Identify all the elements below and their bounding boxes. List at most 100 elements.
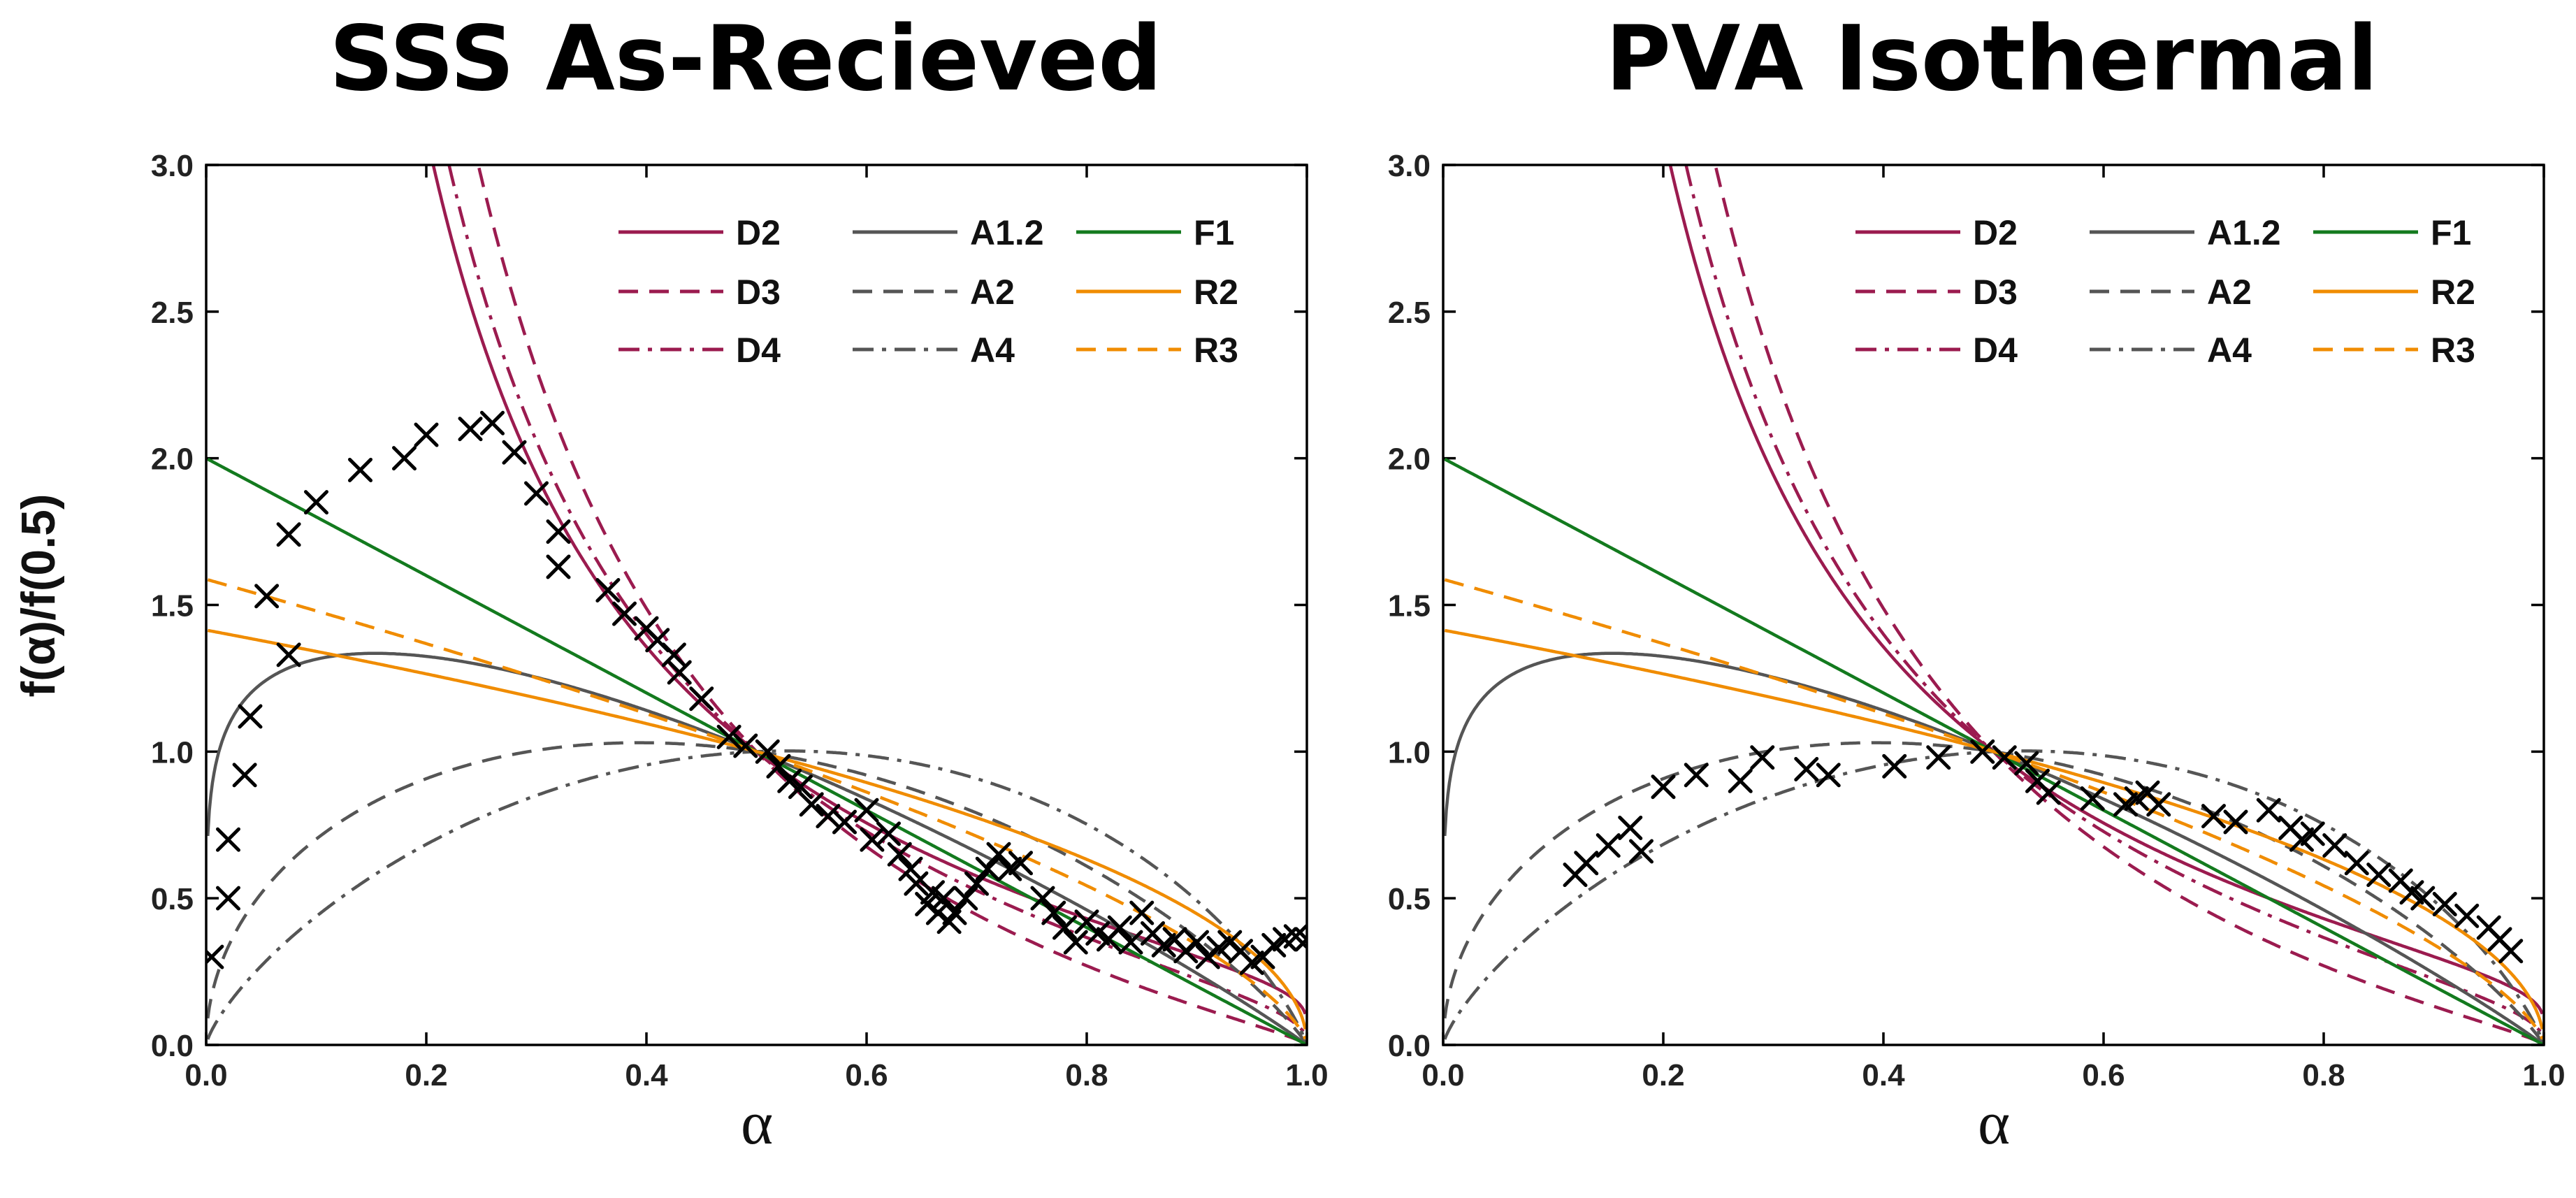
x-tick-label: 0.8 — [1065, 1058, 1108, 1092]
data-point — [276, 522, 301, 547]
data-point — [689, 686, 714, 712]
data-point — [1574, 851, 1599, 876]
data-point — [1030, 886, 1055, 911]
data-point — [1970, 739, 1995, 764]
series-line-a2 — [1443, 741, 2544, 1044]
data-point — [1618, 815, 1643, 840]
data-point — [595, 578, 621, 603]
y-axis-label: f(α)/f(0.5) — [12, 493, 65, 697]
data-point — [304, 490, 328, 515]
series-line-a4 — [1443, 749, 2544, 1041]
series-line-d2 — [431, 165, 1307, 1015]
data-point — [766, 753, 791, 779]
legend-label-f1: F1 — [1194, 213, 1234, 252]
data-point — [502, 440, 527, 465]
y-tick-label: 0.0 — [1388, 1029, 1431, 1063]
data-point — [942, 900, 967, 925]
experimental-points — [1563, 739, 2524, 964]
legend-label-r3: R3 — [2431, 331, 2475, 370]
legend-label-r2: R2 — [2431, 273, 2475, 312]
legend-label-r3: R3 — [1194, 331, 1238, 370]
plot-frame — [1442, 164, 2545, 1046]
legend-label-d4: D4 — [1973, 331, 2018, 370]
data-point — [2432, 892, 2457, 917]
series-line-a4 — [206, 749, 1307, 1041]
data-point — [2410, 886, 2436, 911]
data-point — [2113, 792, 2138, 817]
data-point — [799, 792, 824, 817]
data-point — [997, 856, 1022, 881]
data-point — [1651, 774, 1676, 800]
y-tick-label: 2.0 — [1388, 442, 1431, 477]
data-point — [1816, 763, 1841, 788]
data-point — [2300, 821, 2325, 846]
data-point — [832, 809, 857, 835]
series-line-a2 — [206, 741, 1307, 1044]
data-point — [1041, 900, 1066, 925]
x-tick-label: 0.2 — [405, 1058, 447, 1092]
legend-label-d3: D3 — [1973, 273, 2018, 312]
series-line-d3 — [477, 165, 1306, 1045]
y-tick-label: 1.0 — [1388, 735, 1431, 770]
data-point — [2498, 939, 2524, 964]
data-point — [860, 827, 885, 852]
data-point — [931, 886, 956, 911]
y-tick-label: 1.5 — [1388, 589, 1431, 623]
y-tick-label: 3.0 — [1388, 149, 1431, 183]
data-point — [348, 457, 372, 482]
data-point — [1239, 950, 1264, 975]
data-point — [661, 642, 686, 667]
data-point — [1185, 930, 1209, 955]
legend-label-a4: A4 — [2207, 331, 2252, 370]
data-point — [216, 827, 240, 852]
data-point — [2036, 780, 2061, 805]
data-point — [777, 768, 802, 793]
data-point — [1794, 757, 1819, 782]
x-tick-label: 0.4 — [1862, 1058, 1905, 1092]
data-point — [276, 642, 301, 667]
data-point — [716, 724, 741, 749]
data-point — [876, 821, 901, 846]
x-axis-label: α — [741, 1090, 773, 1157]
x-tick-label: 0.2 — [1642, 1058, 1684, 1092]
data-point — [986, 842, 1011, 867]
x-tick-label: 0.0 — [184, 1058, 227, 1092]
data-point — [920, 880, 945, 905]
data-point — [1107, 915, 1132, 940]
series-line-r3 — [207, 578, 1307, 1040]
legend-label-d2: D2 — [1973, 213, 2018, 252]
y-tick-label: 1.5 — [151, 589, 194, 623]
data-point — [216, 886, 240, 911]
y-tick-label: 2.5 — [1388, 296, 1431, 330]
legend-label-f1: F1 — [2431, 213, 2471, 252]
data-point — [1926, 745, 1951, 770]
data-point — [788, 774, 813, 800]
data-point — [1085, 921, 1110, 946]
series-line-d4 — [1684, 165, 2544, 1037]
data-point — [904, 871, 929, 896]
data-point — [1629, 839, 1654, 864]
axis-ticks: 0.0 0.2 0.4 0.6 0.8 1.0 0.0 0.5 1.0 1.5 2.0 2.5 3.0 — [151, 149, 1329, 1092]
x-tick-label: 0.6 — [2082, 1058, 2125, 1092]
x-tick-label: 1.0 — [1285, 1058, 1328, 1092]
legend-label-a1-2: A1.2 — [970, 213, 1044, 252]
series-line-r2 — [207, 628, 1307, 1030]
legend: D2 D3 D4 A1.2 A2 A4 F1 R2 R3 — [618, 213, 1238, 370]
x-tick-label: 0.8 — [2302, 1058, 2345, 1092]
data-point — [1595, 833, 1621, 858]
y-tick-label: 2.5 — [151, 296, 194, 330]
data-point — [2454, 903, 2480, 928]
chart-title: PVA Isothermal — [1605, 7, 2378, 111]
series-line-d2 — [1668, 165, 2544, 1015]
data-point — [232, 763, 257, 788]
legend-label-d2: D2 — [736, 213, 781, 252]
data-point — [1261, 932, 1287, 958]
data-point — [1151, 932, 1176, 958]
data-point — [2322, 833, 2347, 858]
data-point — [1728, 768, 1753, 793]
data-point — [2080, 786, 2105, 811]
data-point — [480, 410, 505, 435]
x-tick-label: 0.6 — [845, 1058, 888, 1092]
data-point — [414, 422, 439, 447]
